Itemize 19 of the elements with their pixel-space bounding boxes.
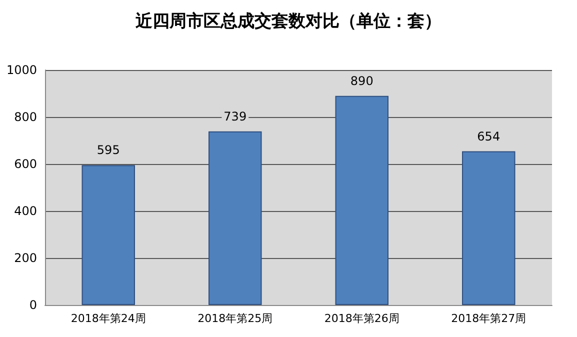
bar <box>462 151 516 305</box>
y-tick-label: 400 <box>14 204 37 218</box>
data-label: 595 <box>96 143 120 158</box>
x-tick-label: 2018年第25周 <box>198 312 273 325</box>
data-label: 654 <box>477 129 500 144</box>
data-label: 890 <box>350 74 374 88</box>
y-tick-label: 0 <box>29 298 37 312</box>
chart-title: 近四周市区总成交套数对比（单位：套） <box>134 12 442 32</box>
x-tick-label: 2018年第26周 <box>324 312 400 325</box>
y-tick-label: 800 <box>14 110 37 124</box>
y-tick-label: 1000 <box>6 63 37 77</box>
y-tick-label: 600 <box>14 157 37 171</box>
bar <box>208 131 262 305</box>
x-tick-label: 2018年第24周 <box>70 312 146 325</box>
bar <box>335 96 388 305</box>
bar <box>82 165 135 305</box>
y-tick-label: 200 <box>14 251 37 265</box>
data-label: 739 <box>224 109 247 124</box>
x-tick-label: 2018年第27周 <box>451 312 526 325</box>
